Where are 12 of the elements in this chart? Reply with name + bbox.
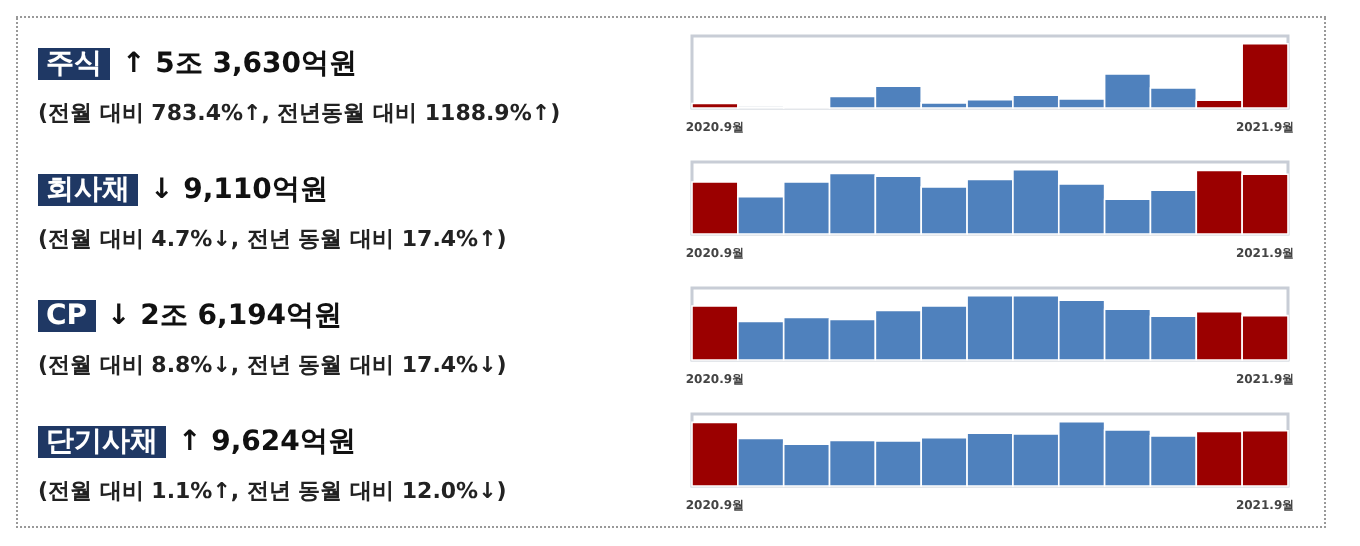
text: CP <box>38 300 96 332</box>
text: (전월 대비 4.7%↓, 전년 동월 대비 17.4%↑) <box>38 224 509 254</box>
text: (전월 대비 1.1%↑, 전년 동월 대비 12.0%↓) <box>38 476 509 506</box>
text: 단기사채 <box>38 426 166 458</box>
text: ↓ 9,110억원 <box>150 174 328 206</box>
text: (전월 대비 8.8%↓, 전년 동월 대비 17.4%↓) <box>38 350 509 380</box>
text: ↑ 9,624억원 <box>178 426 356 458</box>
text: ↑ 5조 3,630억원 <box>122 48 358 80</box>
text: 회사채 <box>38 174 138 206</box>
text: ↓ 2조 6,194억원 <box>107 300 343 332</box>
text: 주식 <box>38 48 110 80</box>
text: (전월 대비 783.4%↑, 전년동월 대비 1188.9%↑) <box>38 98 563 128</box>
